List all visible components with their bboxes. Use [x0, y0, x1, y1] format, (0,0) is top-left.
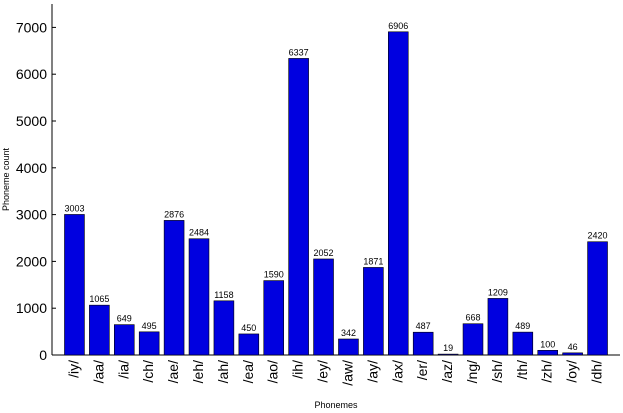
data-label: 495 — [142, 321, 157, 331]
bar — [138, 331, 160, 356]
category-label: /ao/ — [265, 360, 281, 383]
data-label: 487 — [416, 321, 431, 331]
category-label: /iy/ — [65, 360, 81, 378]
data-label: 2420 — [588, 231, 608, 241]
category-label: /aw/ — [339, 360, 355, 386]
data-label: 6337 — [289, 47, 309, 57]
data-label: 2876 — [164, 209, 184, 219]
data-label: 1158 — [214, 290, 233, 300]
bar — [437, 353, 459, 356]
y-axis-title: Phoneme count — [1, 147, 11, 211]
y-tick-label: 7000 — [16, 19, 47, 35]
category-label: /aa/ — [90, 360, 106, 383]
bar — [587, 241, 608, 356]
data-label: 100 — [540, 339, 555, 349]
bar — [263, 280, 284, 356]
y-tick-label: 5000 — [16, 113, 47, 129]
bar — [64, 214, 85, 356]
category-label: /ae/ — [165, 360, 181, 383]
category-label: /er/ — [414, 360, 430, 380]
category-label: /az/ — [439, 360, 455, 383]
category-label: /sh/ — [489, 360, 505, 383]
category-label: /dh/ — [589, 360, 605, 383]
data-label: 342 — [341, 328, 356, 338]
category-label: /ng/ — [464, 360, 480, 383]
category-label: /ay/ — [364, 360, 380, 383]
y-axis-ticks: 0 1000 2000 3000 4000 5000 6000 7000 — [16, 19, 56, 363]
y-tick-label: 6000 — [16, 66, 47, 82]
y-tick-label: 2000 — [16, 253, 47, 269]
category-label: /zh/ — [539, 360, 555, 383]
data-label: 668 — [465, 313, 480, 323]
bar — [338, 338, 359, 356]
bar — [188, 238, 210, 356]
data-label: 1065 — [89, 294, 109, 304]
data-label: 450 — [241, 323, 256, 333]
data-label: 46 — [568, 342, 578, 352]
data-label: 1590 — [264, 270, 284, 280]
bar — [163, 220, 185, 356]
y-tick-label: 0 — [39, 347, 47, 363]
data-label: 2484 — [189, 228, 209, 238]
data-label: 1871 — [363, 256, 383, 266]
y-tick-label: 1000 — [16, 300, 47, 316]
category-label: /th/ — [514, 360, 530, 380]
category-labels: /iy/ /aa/ /ia/ /ch/ /ae/ /eh/ /ah/ /ea/ /ao/ /ih/… — [65, 360, 604, 386]
category-label: /oy/ — [564, 360, 580, 383]
bar — [412, 331, 434, 356]
data-label: 6906 — [388, 21, 408, 31]
bar — [114, 324, 135, 356]
data-label: 19 — [443, 343, 453, 353]
data-label: 489 — [515, 321, 530, 331]
bar — [562, 352, 583, 356]
bar — [512, 331, 534, 356]
category-label: /ch/ — [140, 360, 156, 383]
data-label: 2052 — [314, 248, 334, 258]
category-label: /ea/ — [240, 360, 256, 383]
x-axis-title: Phonemes — [314, 400, 358, 410]
category-label: /ih/ — [290, 360, 306, 379]
category-label: /ah/ — [215, 360, 231, 383]
y-tick-label: 3000 — [16, 207, 47, 223]
data-label: 3003 — [64, 203, 84, 213]
category-label: /eh/ — [190, 360, 206, 383]
data-label: 649 — [117, 314, 132, 324]
bar — [363, 267, 384, 356]
bar — [487, 298, 509, 356]
bar — [89, 304, 110, 356]
bar — [388, 31, 409, 356]
y-tick-label: 4000 — [16, 160, 47, 176]
bar — [213, 300, 235, 356]
bar — [238, 333, 260, 356]
bar — [288, 58, 309, 356]
data-label: 1209 — [488, 287, 508, 297]
category-label: /ia/ — [115, 360, 131, 379]
data-labels: 3003 1065 649 495 2876 2484 1158 450 1590 6337 205… — [64, 21, 607, 353]
category-label: /ax/ — [389, 360, 405, 383]
bar — [313, 258, 334, 356]
category-label: /ey/ — [315, 360, 331, 383]
bars — [64, 31, 608, 356]
bar — [462, 323, 484, 356]
bar — [537, 350, 558, 356]
